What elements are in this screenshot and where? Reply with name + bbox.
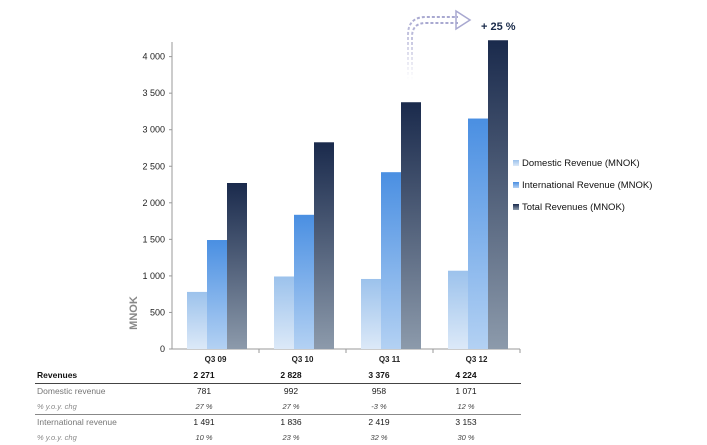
x-tick-label: Q3 09 bbox=[205, 355, 227, 364]
x-tick-label: Q3 10 bbox=[292, 355, 314, 364]
y-tick-label: 3 500 bbox=[142, 88, 165, 98]
growth-arrow-icon bbox=[407, 9, 472, 80]
legend-label: International Revenue (MNOK) bbox=[522, 180, 652, 191]
table-cell: 1 071 bbox=[455, 386, 477, 396]
x-tick-label: Q3 12 bbox=[466, 355, 488, 364]
table-cell: -3 % bbox=[371, 402, 387, 411]
x-tick-label: Q3 11 bbox=[379, 355, 401, 364]
bar-1 bbox=[294, 214, 314, 349]
table-cell: 2 828 bbox=[280, 370, 302, 380]
y-axis-label: MNOK bbox=[128, 296, 140, 330]
table-header-label: Revenues bbox=[37, 370, 78, 380]
legend-swatch bbox=[513, 204, 519, 210]
y-tick-label: 3 000 bbox=[142, 125, 165, 135]
legend: Domestic Revenue (MNOK) International Rev… bbox=[513, 158, 652, 213]
table-cell: 1 491 bbox=[193, 417, 215, 427]
table-row: % y.o.y. chg 27 % 27 % -3 % 12 % bbox=[35, 399, 521, 415]
table-cell: 2 271 bbox=[193, 370, 215, 380]
bar-1 bbox=[381, 172, 401, 349]
table-row-label: International revenue bbox=[37, 417, 117, 427]
y-tick-label: 4 000 bbox=[142, 52, 165, 62]
table-cell: 2 419 bbox=[368, 417, 390, 427]
bar-2 bbox=[488, 40, 508, 349]
table-row: % y.o.y. chg 10 % 23 % 32 % 30 % bbox=[35, 430, 521, 445]
bar-2 bbox=[401, 102, 421, 350]
bar-2 bbox=[314, 142, 334, 349]
legend-swatch bbox=[513, 160, 519, 166]
table-row-label: Domestic revenue bbox=[37, 386, 106, 396]
legend-label: Total Revenues (MNOK) bbox=[522, 202, 625, 213]
table-cell: 12 % bbox=[457, 402, 475, 411]
y-tick-label: 2 500 bbox=[142, 161, 165, 171]
table-row-label: % y.o.y. chg bbox=[37, 402, 77, 411]
y-tick-label: 1 000 bbox=[142, 271, 165, 281]
y-tick-label: 500 bbox=[150, 307, 165, 317]
table-cell: 3 376 bbox=[368, 370, 390, 380]
table-cell: 4 224 bbox=[455, 370, 477, 380]
table-header-row: Revenues 2 271 2 828 3 376 4 224 bbox=[35, 368, 521, 384]
table-row-label: % y.o.y. chg bbox=[37, 433, 77, 442]
y-tick-label: 1 500 bbox=[142, 234, 165, 244]
table-row: Domestic revenue 781 992 958 1 071 bbox=[35, 384, 521, 399]
table-cell: 781 bbox=[196, 386, 212, 396]
table-cell: 3 153 bbox=[455, 417, 477, 427]
table-cell: 30 % bbox=[457, 433, 475, 442]
bar-0 bbox=[187, 291, 207, 349]
table-cell: 1 836 bbox=[280, 417, 302, 427]
table-cell: 10 % bbox=[195, 433, 213, 442]
legend-label: Domestic Revenue (MNOK) bbox=[522, 158, 640, 169]
table-cell: 32 % bbox=[370, 433, 388, 442]
growth-annotation: + 25 % bbox=[481, 21, 516, 33]
revenue-table: Revenues 2 271 2 828 3 376 4 224 Domesti… bbox=[35, 368, 521, 445]
plot-area: 0 500 1 000 1 500 2 000 2 500 3 000 3 500 4 000 M… bbox=[128, 40, 521, 364]
bar-0 bbox=[274, 276, 294, 349]
table-cell: 992 bbox=[283, 386, 299, 396]
bar-1 bbox=[207, 240, 227, 349]
bar-0 bbox=[361, 278, 381, 349]
y-tick-label: 2 000 bbox=[142, 198, 165, 208]
table-row: International revenue 1 491 1 836 2 419 … bbox=[35, 415, 521, 430]
bar-2 bbox=[227, 183, 247, 349]
table-cell: 23 % bbox=[282, 433, 300, 442]
bar-1 bbox=[468, 118, 488, 349]
table-cell: 958 bbox=[371, 386, 387, 396]
y-tick-label: 0 bbox=[160, 344, 165, 354]
bar-0 bbox=[448, 270, 468, 349]
table-cell: 27 % bbox=[282, 402, 300, 411]
table-cell: 27 % bbox=[195, 402, 213, 411]
legend-swatch bbox=[513, 182, 519, 188]
